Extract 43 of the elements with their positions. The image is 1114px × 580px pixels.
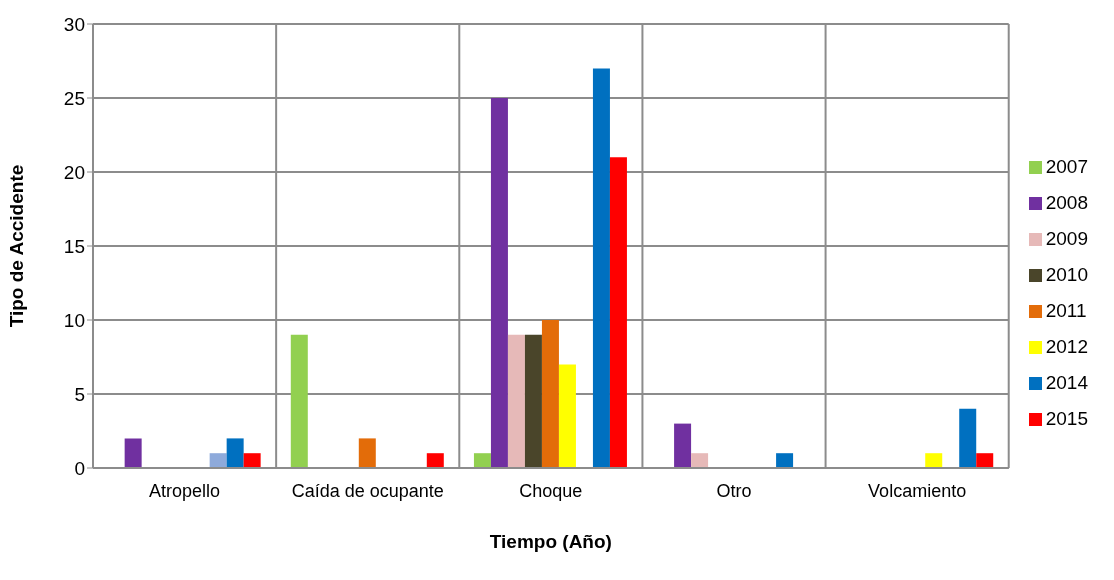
bar	[524, 334, 542, 468]
bar	[490, 98, 508, 468]
bar	[473, 453, 491, 468]
bar	[243, 453, 261, 468]
legend-label: 2011	[1045, 300, 1087, 321]
bar	[507, 334, 525, 468]
bar	[124, 438, 142, 468]
bar	[925, 453, 943, 468]
bar	[592, 68, 610, 468]
bar	[541, 320, 559, 468]
bar	[558, 364, 576, 468]
y-tick-label: 10	[63, 309, 85, 331]
y-tick-label: 5	[74, 383, 85, 405]
bar	[609, 157, 627, 468]
y-tick-label: 20	[63, 161, 85, 183]
legend-label: 2010	[1045, 264, 1088, 285]
legend-label: 2008	[1045, 192, 1088, 213]
x-tick-label: Otro	[716, 480, 752, 501]
legend-label: 2014	[1045, 372, 1088, 393]
bar	[674, 423, 692, 468]
y-axis-title: Tipo de Accidente	[5, 164, 27, 328]
legend-label: 2009	[1045, 228, 1088, 249]
legend-label: 2007	[1045, 156, 1088, 177]
bar	[290, 334, 308, 468]
y-tick-label: 30	[63, 13, 85, 35]
bar	[209, 453, 227, 468]
bar	[426, 453, 444, 468]
x-tick-label: Volcamiento	[868, 480, 967, 501]
bar	[691, 453, 709, 468]
y-tick-label: 25	[63, 87, 85, 109]
y-tick-label: 0	[74, 457, 85, 479]
bar	[226, 438, 244, 468]
x-tick-label: Choque	[519, 480, 583, 501]
x-axis-title: Tiempo (Año)	[489, 531, 612, 552]
legend-label: 2012	[1045, 336, 1088, 357]
bar	[776, 453, 794, 468]
y-tick-label: 15	[63, 235, 85, 257]
bar	[358, 438, 376, 468]
x-tick-label: Caída de ocupante	[291, 480, 444, 501]
legend-label: 2015	[1045, 408, 1088, 429]
bar	[959, 408, 977, 468]
x-tick-label: Atropello	[149, 480, 221, 501]
bar	[976, 453, 994, 468]
